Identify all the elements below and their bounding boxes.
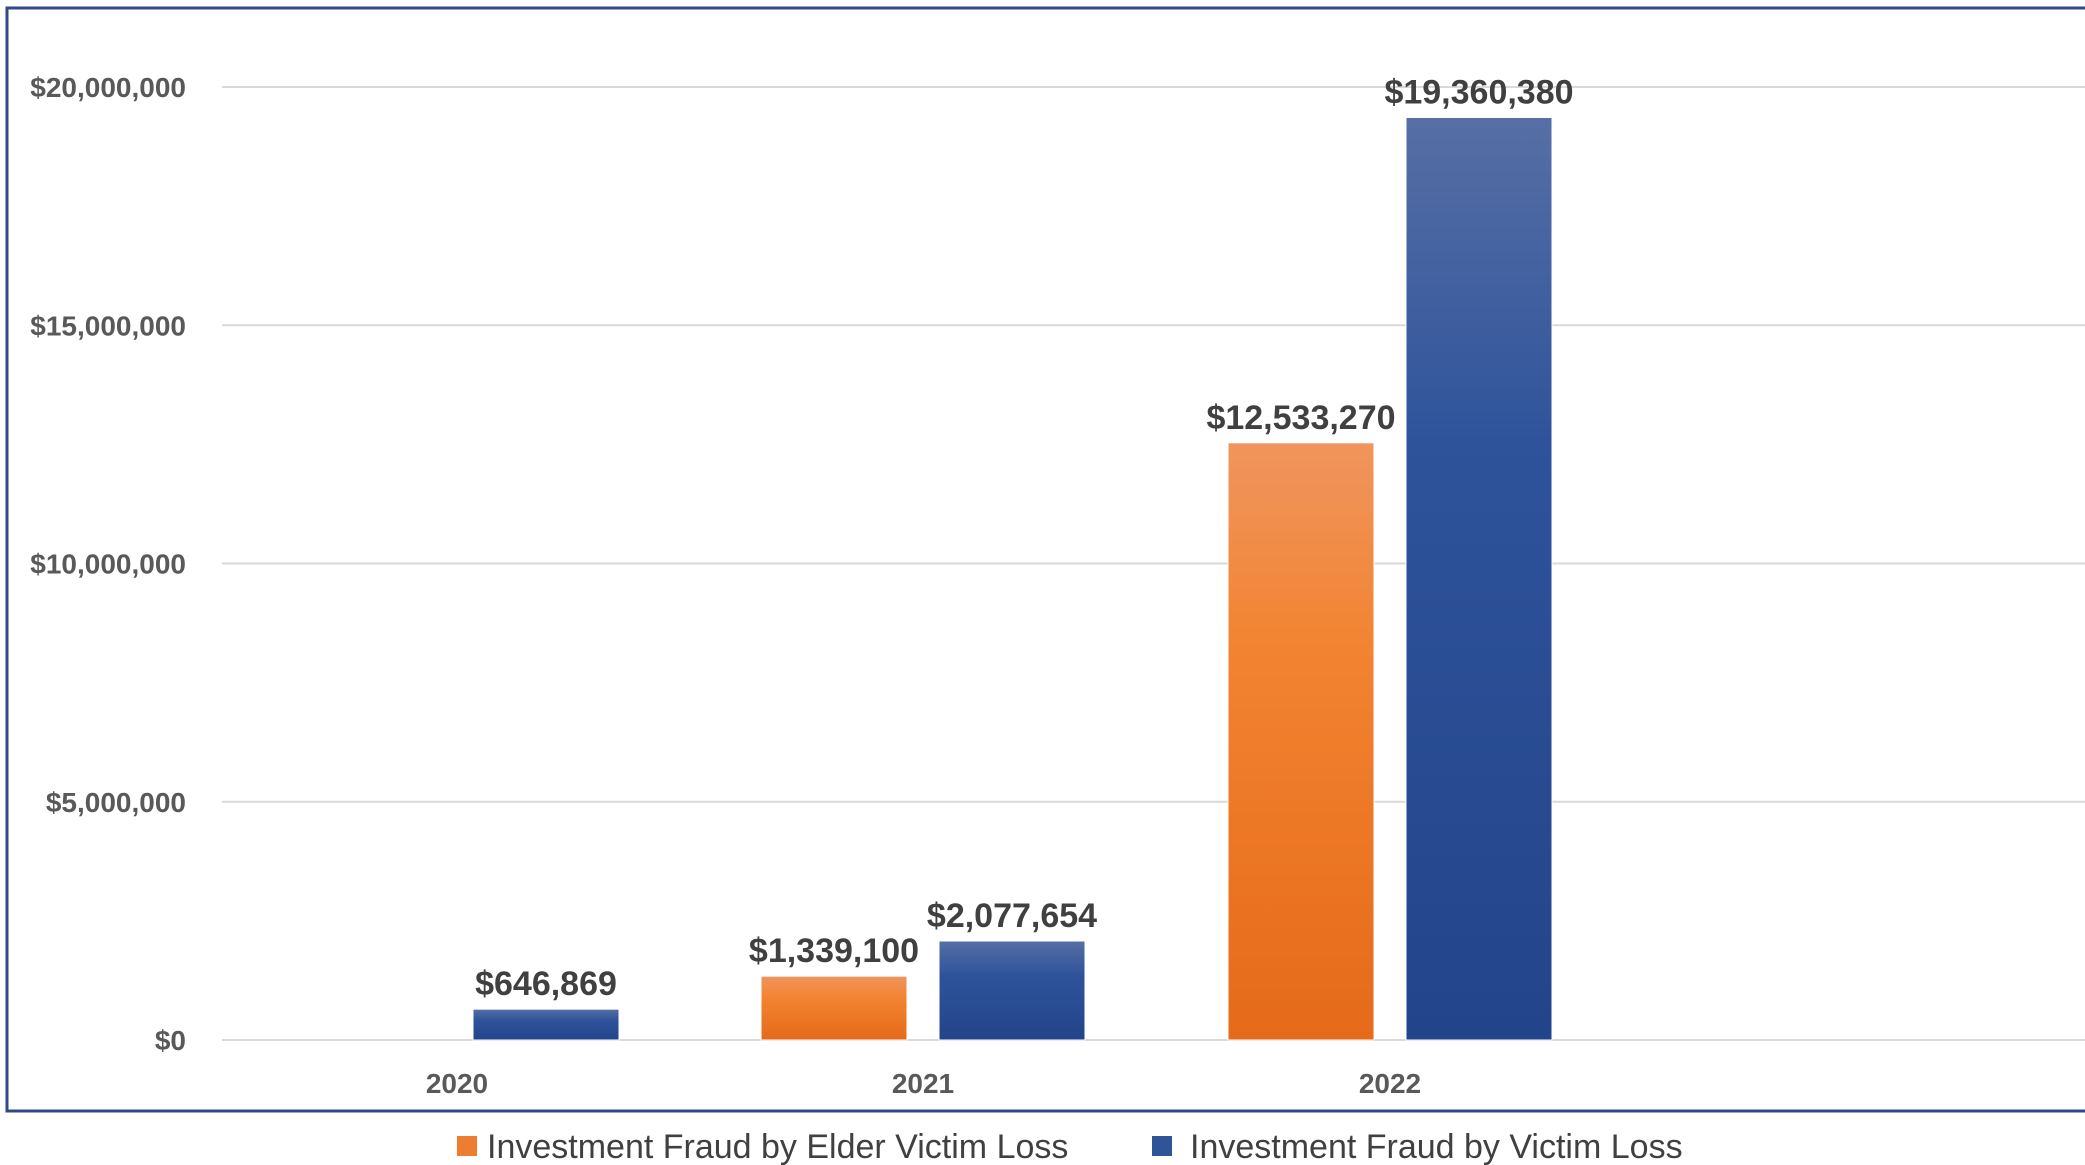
bar-elder-victim-loss-2022: [1227, 442, 1375, 1041]
legend: Investment Fraud by Elder Victim Loss Inv…: [457, 1128, 1683, 1165]
plot-frame: [5, 6, 2085, 1113]
legend-label: Investment Fraud by Elder Victim Loss: [487, 1128, 1068, 1165]
x-tick-label: 2020: [426, 1068, 488, 1099]
data-label: $19,360,380: [1384, 73, 1573, 111]
y-tick-label: $0: [155, 1025, 186, 1056]
data-label: $2,077,654: [927, 897, 1097, 935]
bar-victim-loss-2020: [472, 1008, 620, 1041]
x-axis-tick-labels: 2020 2021 2022: [426, 1068, 1421, 1099]
y-tick-label: $10,000,000: [30, 549, 186, 580]
y-tick-label: $15,000,000: [30, 310, 186, 341]
y-tick-label: $20,000,000: [30, 72, 186, 103]
y-axis-tick-labels: $0 $5,000,000 $10,000,000 $15,000,000 $20,00…: [30, 72, 186, 1056]
data-label: $646,869: [475, 965, 617, 1003]
legend-swatch: [457, 1136, 477, 1156]
data-labels: $646,869 $1,339,100$2,077,654 $12,533,270 $…: [475, 73, 1573, 1003]
data-label: $1,339,100: [749, 932, 919, 970]
data-label: $12,533,270: [1206, 399, 1395, 437]
legend-swatch: [1152, 1136, 1172, 1156]
bars: [472, 116, 1553, 1041]
x-tick-label: 2021: [892, 1068, 954, 1099]
x-tick-label: 2022: [1359, 1068, 1421, 1099]
bar-victim-loss-2022: [1405, 116, 1553, 1041]
bar-victim-loss-2021: [938, 940, 1086, 1041]
gridlines: [222, 86, 2085, 1041]
y-tick-label: $5,000,000: [46, 787, 186, 818]
legend-label: Investment Fraud by Victim Loss: [1190, 1128, 1683, 1165]
bar-elder-victim-loss-2021: [760, 975, 908, 1041]
